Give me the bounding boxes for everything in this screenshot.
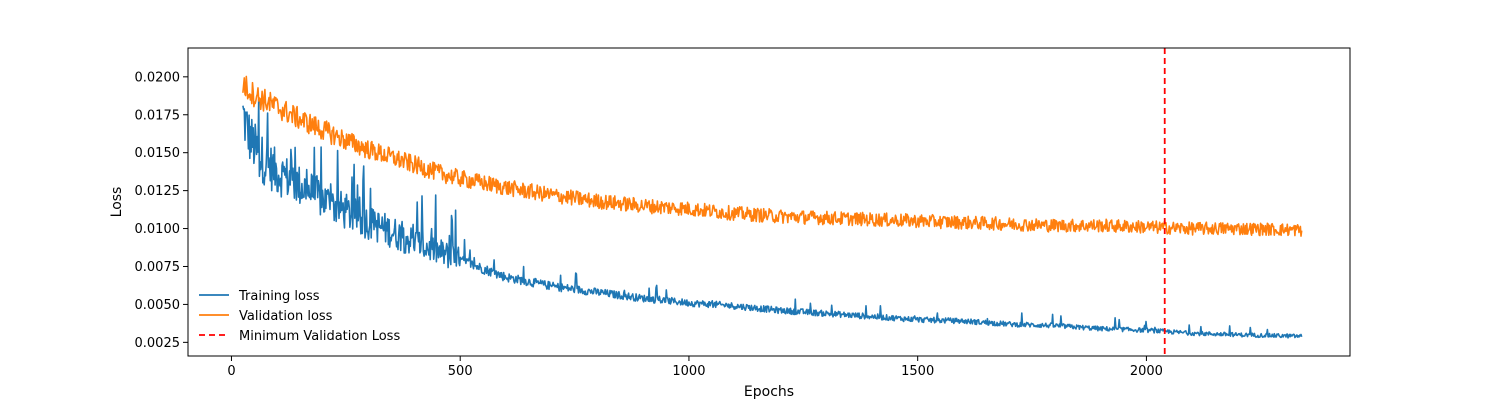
y-tick-label: 0.0100 (135, 222, 181, 237)
legend: Training loss Validation loss Minimum Vali… (199, 289, 400, 344)
y-axis-label: Loss (109, 187, 125, 218)
x-tick-label: 500 (448, 364, 473, 379)
x-tick-label: 1500 (901, 364, 934, 379)
legend-label: Training loss (238, 289, 320, 304)
x-axis-label: Epochs (744, 384, 794, 400)
y-axis-ticks: 0.0025 0.0050 0.0075 0.0100 0.0125 0.0150 0.01… (135, 70, 188, 351)
series-line-validation-loss (242, 75, 1303, 237)
legend-label: Minimum Validation Loss (239, 329, 400, 344)
legend-label: Validation loss (239, 309, 333, 324)
x-tick-label: 1000 (672, 364, 705, 379)
y-tick-label: 0.0075 (135, 260, 181, 275)
plot-frame (187, 47, 1351, 357)
x-tick-label: 0 (227, 364, 235, 379)
y-tick-label: 0.0125 (135, 184, 181, 199)
x-axis-ticks: 0 500 1000 1500 2000 (227, 356, 1163, 379)
y-tick-label: 0.0175 (135, 108, 181, 123)
y-tick-label: 0.0200 (135, 70, 181, 85)
x-tick-label: 2000 (1130, 364, 1163, 379)
y-tick-label: 0.0150 (135, 146, 181, 161)
y-tick-label: 0.0025 (135, 336, 181, 351)
series-line-training-loss (242, 98, 1303, 339)
series-layer (242, 75, 1303, 339)
y-tick-label: 0.0050 (135, 298, 181, 313)
